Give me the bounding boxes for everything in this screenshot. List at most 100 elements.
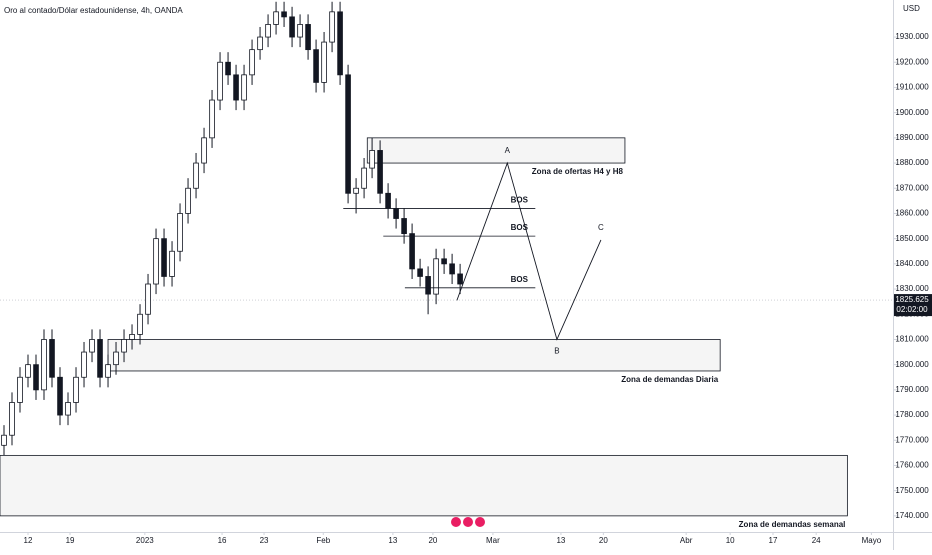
bos-label: BOS [511,196,529,205]
candle-body [65,402,71,416]
candle-body [441,258,447,265]
y-tick-label: 1850.000 [895,234,929,243]
candle-body [257,36,263,51]
candle-body [201,137,207,164]
candle-body [313,49,319,83]
candle-body [281,11,287,18]
projection-label: C [598,223,604,232]
event-icon [451,517,461,527]
candle-body [105,364,111,378]
candle-body [193,162,199,189]
x-tick-label: 13 [388,536,397,545]
candle-body [9,402,15,436]
y-tick-label: 1810.000 [895,335,929,344]
event-icon [475,517,485,527]
candle-body [49,339,55,378]
candle-body [121,339,127,353]
x-tick-label: Feb [316,536,330,545]
y-tick-label: 1910.000 [895,83,929,92]
x-tick-label: 10 [726,536,735,545]
x-tick-label: 23 [260,536,269,545]
projection-path [456,161,602,341]
zone [107,339,721,372]
candle-body [289,16,295,38]
candle-body [409,233,415,270]
candle-body [337,11,343,76]
bos-label: BOS [511,275,529,284]
x-tick-label: 12 [24,536,33,545]
y-tick-label: 1890.000 [895,133,929,142]
last-price-tag [894,294,932,317]
candle-body [225,61,231,76]
candle-body [41,339,47,391]
candle-body [17,376,23,403]
candle-body [81,351,87,378]
candle-body [177,213,183,252]
candle-body [393,208,399,219]
y-unit: USD [903,4,920,13]
y-tick-label: 1830.000 [895,284,929,293]
candle-body [417,268,423,277]
projection-label: A [505,146,511,155]
y-tick-label: 1900.000 [895,108,929,117]
y-tick-label: 1880.000 [895,158,929,167]
candle-body [113,351,119,366]
x-tick-label: 19 [66,536,75,545]
projection-label: B [554,347,559,356]
candle-body [401,218,407,235]
candle-body [145,283,151,315]
candle-body [345,74,351,194]
candle-body [129,334,135,340]
zone-label: Zona de demandas Diaria [621,375,718,384]
chart-title: Oro al contado/Dólar estadounidense, 4h,… [4,6,183,15]
candle-body [449,263,455,275]
x-tick-label: 2023 [136,536,154,545]
candle-body [33,364,39,391]
candle-body [209,99,215,139]
candle-body [385,192,391,209]
candle-body [329,11,335,43]
x-tick-label: 16 [218,536,227,545]
candle-body [161,238,167,277]
candle-body [169,250,175,277]
candle-body [321,41,327,83]
y-tick-label: 1790.000 [895,385,929,394]
candle-body [305,24,311,51]
y-tick-label: 1740.000 [895,511,929,520]
bos-label: BOS [511,223,529,232]
event-icon [463,517,473,527]
x-tick-label: 20 [428,536,437,545]
y-tick-label: 1860.000 [895,209,929,218]
x-tick-label: 20 [599,536,608,545]
candle-body [369,150,375,169]
y-tick-label: 1750.000 [895,486,929,495]
x-tick-label: Abr [680,536,693,545]
candle-body [353,187,359,194]
candle-body [241,74,247,101]
y-tick-label: 1780.000 [895,410,929,419]
y-tick-label: 1840.000 [895,259,929,268]
x-tick-label: Mar [486,536,500,545]
candle-body [97,339,103,378]
countdown-label: 02:02:00 [896,305,928,314]
zone-label: Zona de demandas semanal [739,520,846,529]
candle-body [377,150,383,194]
x-tick-label: 13 [556,536,565,545]
candle-body [297,24,303,38]
y-tick-label: 1760.000 [895,461,929,470]
zone-label: Zona de ofertas H4 y H8 [532,167,624,176]
candle-body [25,364,31,378]
y-tick-label: 1800.000 [895,360,929,369]
candle-body [433,258,439,295]
y-tick-label: 1930.000 [895,32,929,41]
candle-body [273,11,279,25]
candle-body [425,276,431,295]
candle-body [1,434,7,446]
y-tick-label: 1870.000 [895,183,929,192]
candle-body [73,376,79,403]
last-price-label: 1825.625 [895,295,929,304]
y-tick-label: 1770.000 [895,435,929,444]
candle-body [57,376,63,416]
candle-body [89,339,95,353]
